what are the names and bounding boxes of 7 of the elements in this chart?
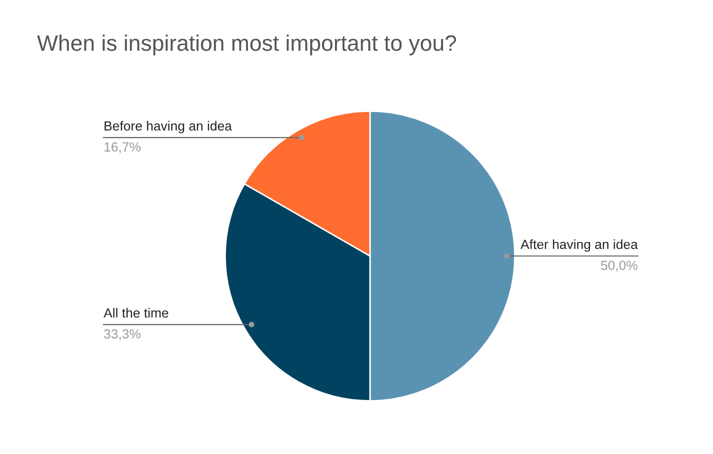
slice-label: After having an idea (520, 239, 638, 252)
slice-label: Before having an idea (104, 120, 232, 134)
data-label: 16,7% (104, 142, 141, 154)
chart-title: When is inspiration most important to you? (37, 34, 456, 56)
data-label: 33,3% (104, 329, 141, 340)
data-label: 50,0% (600, 260, 638, 272)
slice-label: All the time (104, 308, 168, 318)
